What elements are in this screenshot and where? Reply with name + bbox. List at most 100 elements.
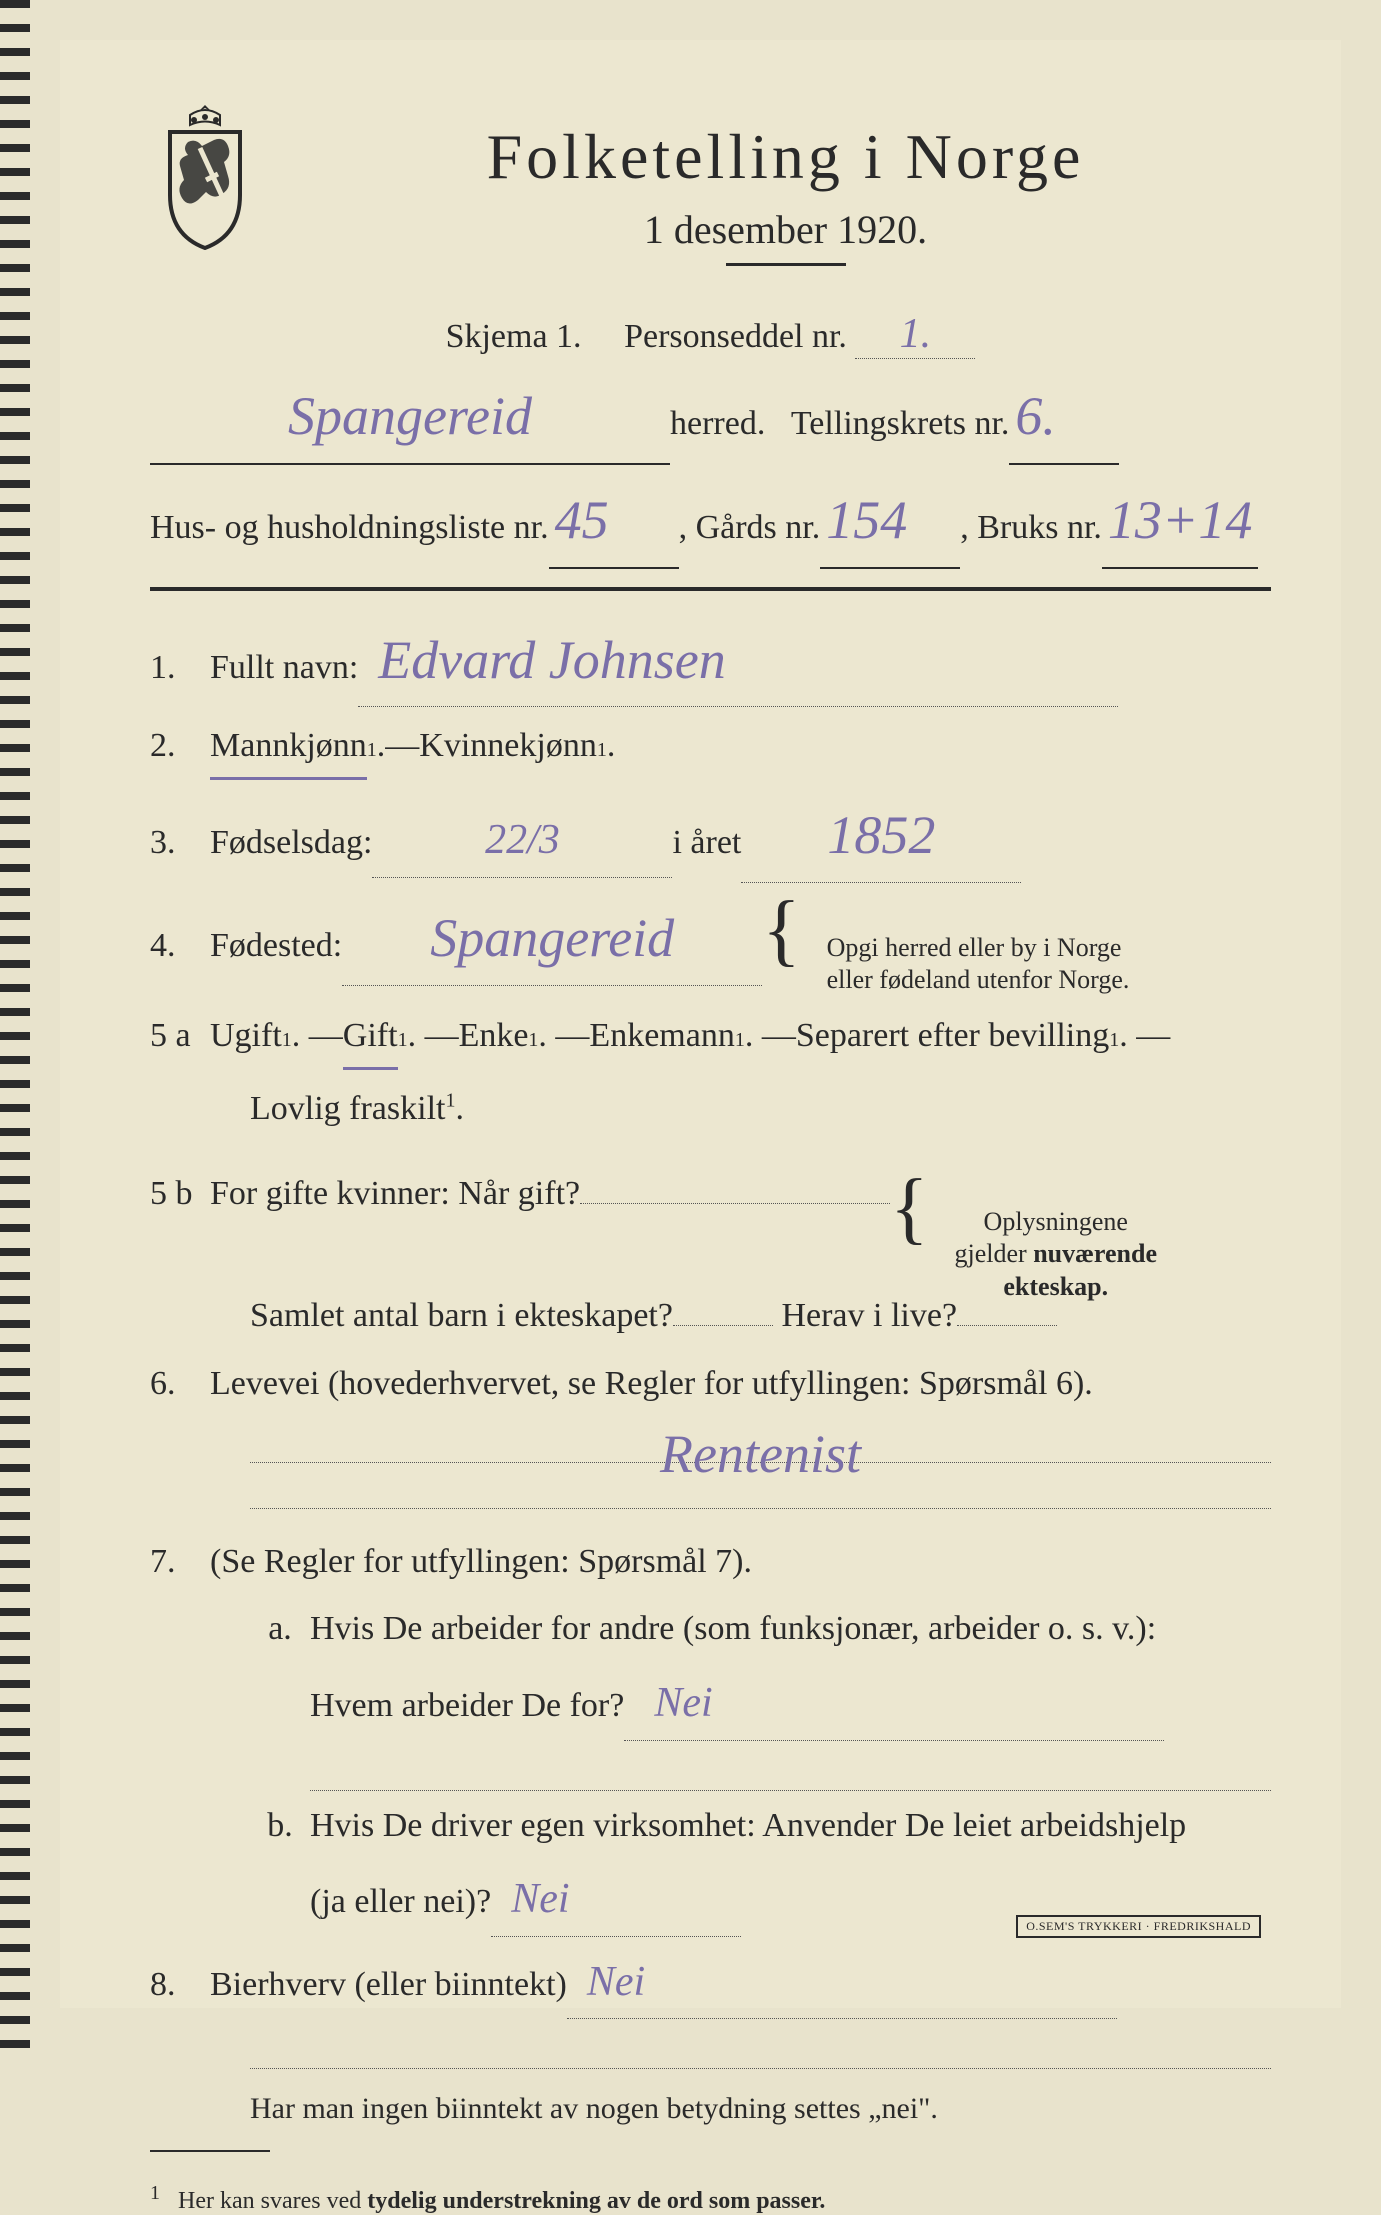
- herred-row: Spangereid herred. Tellingskrets nr. 6.: [150, 371, 1271, 465]
- q8-blank-line: [250, 2029, 1271, 2069]
- q5a-num: 5 a: [150, 1007, 210, 1065]
- section-rule-1: [150, 587, 1271, 591]
- q7b-value: Nei: [491, 1864, 741, 1936]
- sup-5: 1: [1109, 1023, 1119, 1057]
- sup-3: 1: [528, 1023, 538, 1057]
- dash-3: . —: [538, 1007, 589, 1065]
- bruks-label: , Bruks nr.: [960, 499, 1102, 557]
- q4-label: Fødested:: [210, 917, 342, 975]
- q3-num: 3.: [150, 814, 210, 872]
- q5b-gift-value: [580, 1203, 890, 1204]
- q7b-num: b.: [250, 1797, 310, 1855]
- q3-day: 22/3: [372, 805, 672, 877]
- q5b-ilive-value: [957, 1325, 1057, 1326]
- q4-note1: Opgi herred eller by i Norge: [827, 933, 1122, 962]
- footnote-t2: tydelig understrekning av de ord som pas…: [367, 2188, 825, 2214]
- sup-6: 1: [445, 1089, 455, 1111]
- perforation-edge: [0, 0, 30, 2048]
- sup-2: 1: [398, 1023, 408, 1057]
- page-subtitle: 1 desember 1920.: [300, 206, 1271, 253]
- q7a-l2: Hvem arbeider De for?: [310, 1677, 624, 1735]
- q6-row: 6. Levevei (hovederhvervet, se Regler fo…: [150, 1355, 1271, 1413]
- brace-icon-2: {: [890, 1178, 928, 1238]
- q5b-l1a: For gifte kvinner: Når gift?: [210, 1165, 580, 1223]
- q7-row: 7. (Se Regler for utfyllingen: Spørsmål …: [150, 1533, 1271, 1591]
- q3-label: Fødselsdag:: [210, 814, 372, 872]
- q4-row: 4. Fødested: Spangereid { Opgi herred el…: [150, 893, 1271, 997]
- q3-row: 3. Fødselsdag: 22/3 i året 1852: [150, 790, 1271, 883]
- hush-row: Hus- og husholdningsliste nr. 45 , Gårds…: [150, 475, 1271, 569]
- q2-mann-sup: 1: [367, 733, 377, 767]
- q4-value: Spangereid: [342, 893, 762, 986]
- q5b-row2: Samlet antal barn i ekteskapet? Herav i …: [150, 1287, 1271, 1345]
- footnote-t1: Her kan svares ved: [178, 2188, 367, 2214]
- q5a-gift: Gift: [343, 1007, 398, 1070]
- hush-nr: 45: [549, 475, 679, 569]
- q7a-blank-line: [310, 1751, 1271, 1791]
- q7a-row2: Hvem arbeider De for? Nei: [150, 1668, 1271, 1740]
- q5b-row1: 5 b For gifte kvinner: Når gift? { Oplys…: [150, 1148, 1271, 1278]
- sup-4: 1: [735, 1023, 745, 1057]
- title-block: Folketelling i Norge 1 desember 1920.: [300, 120, 1271, 290]
- q4-num: 4.: [150, 917, 210, 975]
- q7a-row1: a. Hvis De arbeider for andre (som funks…: [150, 1600, 1271, 1658]
- printer-stamp: O.SEM'S TRYKKERI · FREDRIKSHALD: [1016, 1915, 1261, 1938]
- q6-label: Levevei (hovederhvervet, se Regler for u…: [210, 1355, 1093, 1413]
- dash-4: . —: [745, 1007, 796, 1065]
- q7b-l2: (ja eller nei)?: [310, 1873, 491, 1931]
- closing-note: Har man ingen biinntekt av nogen betydni…: [150, 2083, 1271, 2134]
- q7b-row1: b. Hvis De driver egen virksomhet: Anven…: [150, 1797, 1271, 1855]
- dash-2: . —: [408, 1007, 459, 1065]
- dash-1: . —: [292, 1007, 343, 1065]
- q7a-value: Nei: [624, 1668, 1164, 1740]
- q5a-row2: Lovlig fraskilt1.: [150, 1080, 1271, 1138]
- hush-label: Hus- og husholdningsliste nr.: [150, 499, 549, 557]
- q2-dash: —: [385, 717, 419, 775]
- tellingskrets-label: Tellingskrets nr.: [791, 395, 1010, 453]
- q8-num: 8.: [150, 1956, 210, 2014]
- q1-num: 1.: [150, 639, 210, 697]
- q6-value: Rentenist: [660, 1424, 861, 1484]
- tellingskrets-nr: 6.: [1009, 371, 1119, 465]
- q5a-row: 5 a Ugift1. — Gift1. — Enke1. — Enkemann…: [150, 1007, 1271, 1070]
- q3-i-aret: i året: [672, 814, 741, 872]
- q6-num: 6.: [150, 1355, 210, 1413]
- q8-row: 8. Bierhverv (eller biinntekt) Nei: [150, 1947, 1271, 2019]
- q5b-note2b: nuværende: [1033, 1239, 1157, 1268]
- gards-nr: 154: [820, 475, 960, 569]
- q5a-ugift: Ugift: [210, 1007, 282, 1065]
- header: Folketelling i Norge 1 desember 1920.: [150, 120, 1271, 290]
- q1-value: Edvard Johnsen: [358, 615, 1118, 708]
- q2-kvinne: Kvinnekjønn: [419, 717, 597, 775]
- brace-icon: {: [762, 900, 800, 960]
- q2-row: 2. Mannkjønn1. — Kvinnekjønn1.: [150, 717, 1271, 780]
- q2-kvinne-sup: 1: [597, 733, 607, 767]
- q5b-l2a: Samlet antal barn i ekteskapet?: [250, 1287, 673, 1345]
- footnote: 1 Her kan svares ved tydelig understrekn…: [150, 2182, 1271, 2215]
- q4-note: Opgi herred eller by i Norge eller fødel…: [827, 932, 1130, 997]
- footnote-rule: [150, 2150, 270, 2152]
- skjema-label: Skjema 1.: [446, 318, 582, 355]
- q1-label: Fullt navn:: [210, 639, 358, 697]
- q7a-num: a.: [250, 1600, 310, 1658]
- q2-num: 2.: [150, 717, 210, 775]
- form-page: Folketelling i Norge 1 desember 1920. Sk…: [60, 40, 1341, 2008]
- q7b-l1: Hvis De driver egen virksomhet: Anvender…: [310, 1797, 1186, 1855]
- q5b-note1: Oplysningene: [984, 1207, 1128, 1236]
- q1-row: 1. Fullt navn: Edvard Johnsen: [150, 615, 1271, 708]
- bruks-nr: 13+14: [1102, 475, 1258, 569]
- q7a-l1: Hvis De arbeider for andre (som funksjon…: [310, 1600, 1156, 1658]
- herred-value: Spangereid: [150, 371, 670, 465]
- q5b-barn-value: [673, 1325, 773, 1326]
- title-rule: [726, 263, 846, 266]
- q7-num: 7.: [150, 1533, 210, 1591]
- q7-label: (Se Regler for utfyllingen: Spørsmål 7).: [210, 1533, 752, 1591]
- gards-label: Gårds nr.: [696, 499, 821, 557]
- q6-value-line: Rentenist: [250, 1423, 1271, 1463]
- page-title: Folketelling i Norge: [300, 120, 1271, 194]
- q5b-note2: gjelder: [955, 1239, 1034, 1268]
- herred-label: herred.: [670, 395, 765, 453]
- personseddel-row: Skjema 1. Personseddel nr. 1.: [150, 310, 1271, 359]
- q5b-num: 5 b: [150, 1165, 210, 1223]
- q5a-enkemann: Enkemann: [589, 1007, 734, 1065]
